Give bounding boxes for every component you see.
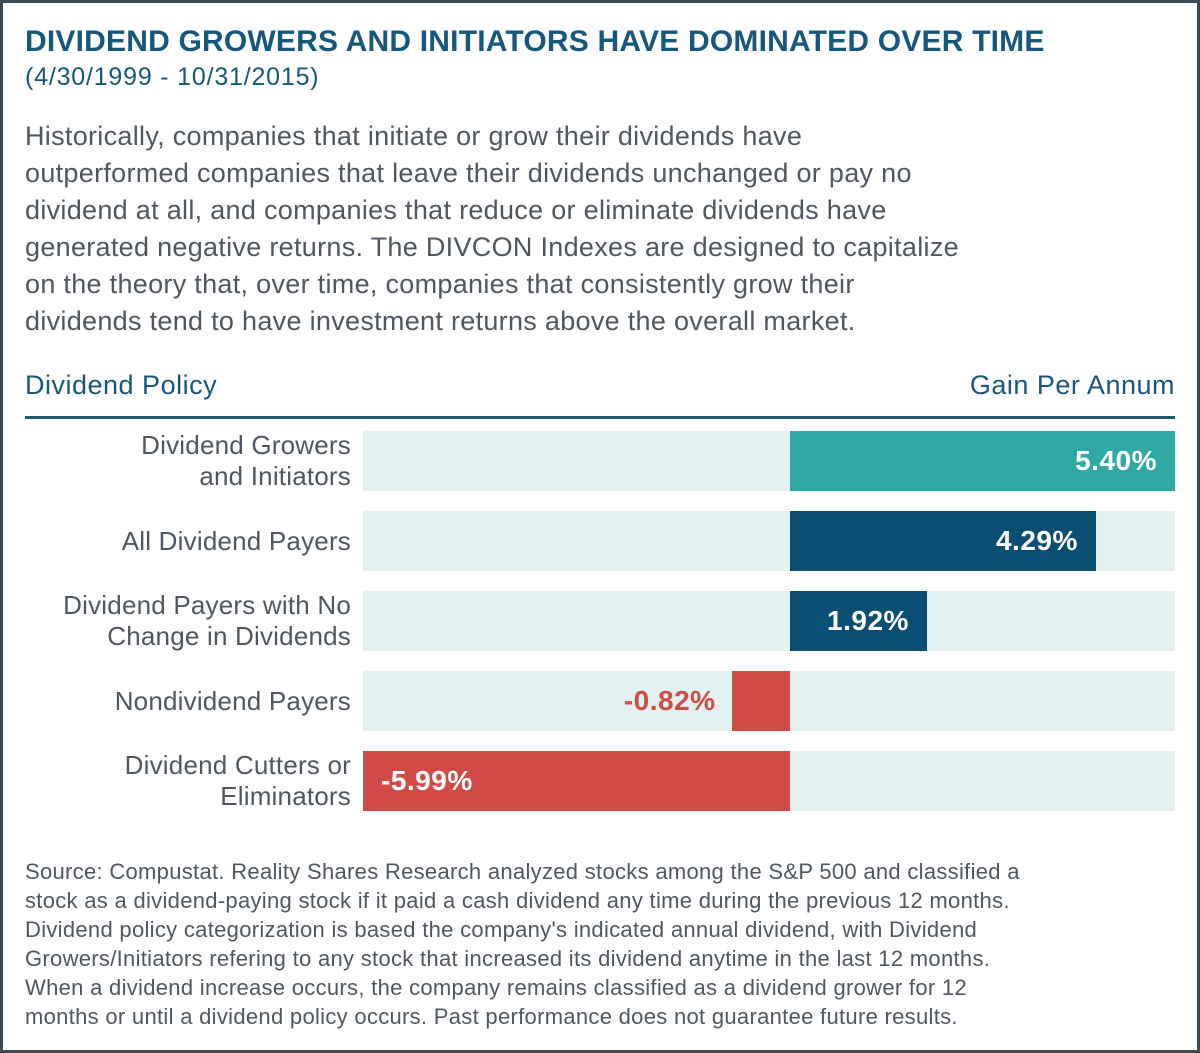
chart-row: Dividend Growers and Initiators 5.40% bbox=[25, 430, 1175, 491]
chart-row: All Dividend Payers 4.29% bbox=[25, 511, 1175, 571]
source-footnote: Source: Compustat. Reality Shares Resear… bbox=[25, 859, 1020, 1029]
chart-column-headers: Dividend Policy Gain Per Annum bbox=[25, 370, 1175, 401]
bar-track: -0.82% bbox=[363, 671, 1175, 731]
gain-per-annum-bar-chart: Dividend Growers and Initiators 5.40% All … bbox=[25, 430, 1175, 811]
value-bar bbox=[790, 591, 927, 651]
category-label: Nondividend Payers bbox=[114, 685, 351, 716]
value-label: -5.99% bbox=[381, 765, 473, 796]
page-title: DIVIDEND GROWERS AND INITIATORS HAVE DOM… bbox=[25, 25, 1045, 58]
value-bar bbox=[790, 431, 1175, 491]
category-label: Dividend Payers with No Change in Divide… bbox=[63, 590, 351, 651]
bar-track: 5.40% bbox=[363, 431, 1175, 491]
bar-track: 1.92% bbox=[363, 591, 1175, 651]
chart-row: Dividend Cutters or Eliminators -5.99% bbox=[25, 750, 1175, 811]
chart-column-label-gain-per-annum: Gain Per Annum bbox=[969, 370, 1175, 400]
value-bar bbox=[731, 671, 791, 731]
value-label: 1.92% bbox=[827, 605, 909, 636]
bar-track: 4.29% bbox=[363, 511, 1175, 571]
chart-column-label-dividend-policy: Dividend Policy bbox=[25, 370, 218, 400]
category-label: Dividend Growers and Initiators bbox=[141, 430, 351, 491]
value-label: 5.40% bbox=[1075, 445, 1157, 476]
category-label: Dividend Cutters or Eliminators bbox=[124, 750, 351, 811]
chart-row: Dividend Payers with No Change in Divide… bbox=[25, 590, 1175, 651]
category-label: All Dividend Payers bbox=[121, 525, 351, 556]
value-bar bbox=[790, 511, 1096, 571]
header-divider-line bbox=[25, 416, 1175, 419]
bar-track: -5.99% bbox=[363, 751, 1175, 811]
value-bar bbox=[363, 751, 791, 811]
intro-paragraph: Historically, companies that initiate or… bbox=[25, 121, 959, 336]
value-label: 4.29% bbox=[995, 525, 1078, 556]
date-range-subtitle: (4/30/1999 - 10/31/2015) bbox=[25, 63, 320, 91]
value-label: -0.82% bbox=[623, 685, 716, 716]
chart-row: Nondividend Payers -0.82% bbox=[25, 671, 1175, 731]
